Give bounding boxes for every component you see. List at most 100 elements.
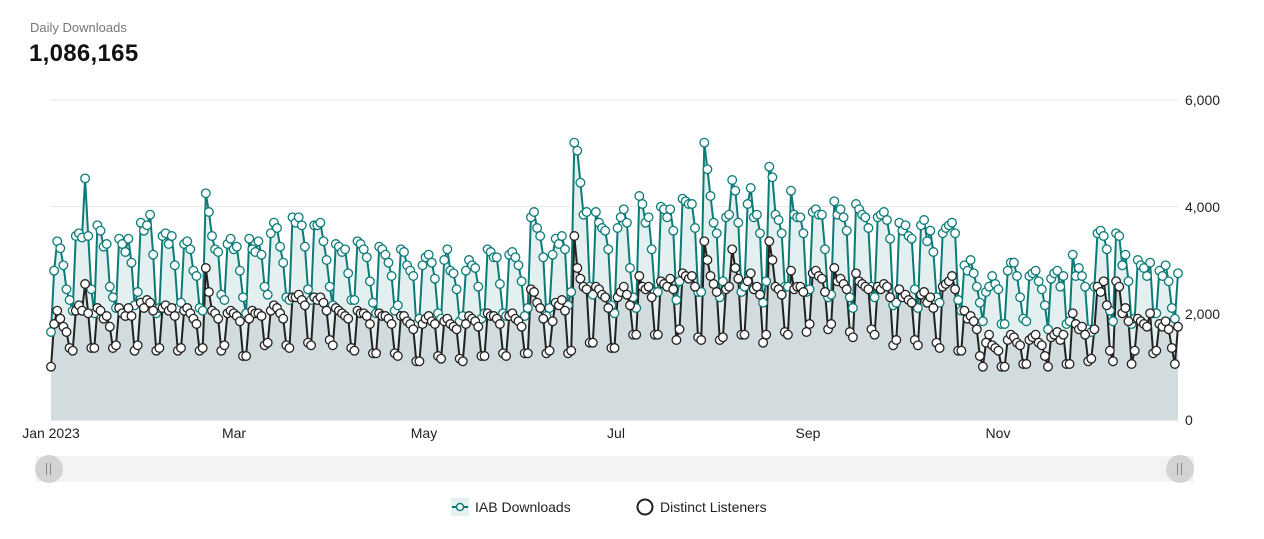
distinct-listeners-point	[80, 279, 91, 289]
distinct-listeners-point	[176, 343, 186, 353]
iab-downloads-point	[702, 164, 713, 175]
legend-item-iab-downloads[interactable]: IAB Downloads	[451, 498, 571, 516]
distinct-listeners-point	[587, 337, 598, 348]
iab-downloads-point	[324, 281, 335, 292]
distinct-listeners-point	[1120, 303, 1131, 313]
range-slider-left-handle[interactable]	[35, 455, 63, 483]
distinct-listeners-point	[148, 305, 159, 316]
iab-downloads-point	[965, 255, 976, 265]
iab-downloads-point	[547, 249, 558, 260]
distinct-listeners-point	[646, 292, 657, 303]
iab-downloads-point	[191, 271, 202, 281]
iab-downloads-point	[909, 284, 920, 295]
iab-downloads-point	[460, 265, 471, 276]
distinct-listeners-point	[1039, 351, 1050, 361]
distinct-listeners-point	[1166, 343, 1177, 353]
distinct-listeners-point	[696, 335, 707, 345]
iab-downloads-point	[185, 244, 196, 255]
range-slider-track[interactable]	[36, 456, 1194, 482]
iab-downloads-point	[340, 244, 351, 255]
iab-downloads-point	[392, 300, 403, 311]
distinct-listeners-point	[625, 300, 635, 311]
iab-downloads-point	[643, 212, 654, 223]
iab-downloads-point	[860, 212, 871, 223]
distinct-listeners-point	[516, 321, 527, 332]
distinct-listeners-point	[529, 287, 539, 297]
distinct-listeners-point	[111, 340, 121, 351]
distinct-listeners-point	[1129, 345, 1140, 356]
distinct-listeners-point	[758, 337, 769, 348]
distinct-listeners-point	[166, 303, 177, 313]
iab-downloads-point	[637, 199, 648, 209]
x-tick-label: Jan 2023	[22, 425, 80, 441]
distinct-listeners-point	[851, 268, 861, 279]
iab-downloads-point	[745, 183, 756, 193]
distinct-listeners-point	[581, 284, 592, 295]
iab-downloads-point	[600, 225, 611, 236]
distinct-listeners-point	[191, 319, 202, 329]
iab-downloads-point	[1114, 231, 1125, 241]
iab-downloads-point	[773, 215, 784, 225]
downloads-chart: 6,000 4,000 2,000 0 Jan 2023 Mar May Jul…	[22, 92, 1220, 441]
distinct-listeners-point	[869, 329, 880, 340]
iab-downloads-point	[1120, 249, 1131, 260]
iab-downloads-point	[1142, 271, 1152, 281]
y-axis: 6,000 4,000 2,000 0	[1185, 92, 1220, 428]
iab-downloads-point	[755, 228, 765, 239]
range-slider-right-handle[interactable]	[1166, 455, 1194, 483]
distinct-listeners-point	[882, 281, 892, 292]
iab-downloads-point	[844, 292, 855, 303]
iab-downloads-point	[742, 199, 753, 209]
distinct-listeners-point	[1163, 324, 1174, 335]
legend-label: Distinct Listeners	[660, 499, 767, 515]
distinct-listeners-point	[690, 281, 700, 292]
distinct-listeners-point	[801, 327, 812, 337]
iab-downloads-point	[882, 215, 892, 225]
iab-downloads-point	[838, 212, 849, 223]
iab-downloads-point	[383, 257, 394, 268]
distinct-listeners-point	[1064, 359, 1075, 369]
legend-item-distinct-listeners[interactable]: Distinct Listeners	[636, 498, 767, 516]
iab-downloads-point	[934, 297, 945, 308]
iab-downloads-point	[1073, 263, 1084, 273]
iab-downloads-point	[361, 252, 372, 263]
iab-downloads-point	[408, 271, 419, 281]
iab-downloads-point	[1098, 231, 1109, 241]
iab-downloads-point	[296, 220, 307, 231]
x-tick-label: Nov	[986, 425, 1011, 441]
distinct-listeners-point	[829, 263, 840, 273]
iab-downloads-point	[1101, 244, 1112, 255]
iab-downloads-point	[275, 241, 286, 252]
distinct-listeners-point	[241, 351, 252, 361]
iab-downloads-point	[95, 225, 106, 236]
distinct-listeners-point	[1114, 281, 1125, 292]
iab-downloads-point	[835, 204, 846, 215]
iab-downloads-point	[758, 297, 769, 308]
iab-downloads-point	[429, 273, 440, 284]
distinct-listeners-point	[863, 284, 874, 295]
distinct-listeners-point	[1142, 321, 1152, 332]
iab-downloads-point	[919, 215, 930, 225]
iab-downloads-point	[764, 161, 775, 172]
iab-downloads-point	[399, 247, 409, 257]
iab-downloads-point	[368, 297, 378, 308]
iab-downloads-point	[1036, 284, 1047, 295]
distinct-listeners-point	[1095, 287, 1106, 297]
iab-downloads-point	[107, 292, 118, 303]
iab-downloads-point	[1166, 303, 1177, 313]
iab-downloads-point	[315, 217, 326, 228]
distinct-listeners-point	[49, 319, 60, 329]
iab-downloads-point	[1033, 276, 1044, 287]
iab-downloads-point	[380, 249, 391, 260]
distinct-listeners-point	[751, 281, 762, 292]
legend: IAB Downloads Distinct Listeners	[0, 498, 1264, 518]
distinct-listeners-point	[782, 329, 793, 340]
distinct-listeners-point	[1077, 321, 1087, 332]
iab-downloads-point	[977, 316, 988, 327]
iab-downloads-point	[321, 255, 332, 265]
iab-downloads-point	[439, 255, 450, 265]
distinct-listeners-point	[1151, 345, 1162, 356]
iab-downloads-point	[148, 249, 159, 260]
distinct-listeners-point	[739, 329, 750, 340]
distinct-listeners-point	[569, 231, 580, 241]
